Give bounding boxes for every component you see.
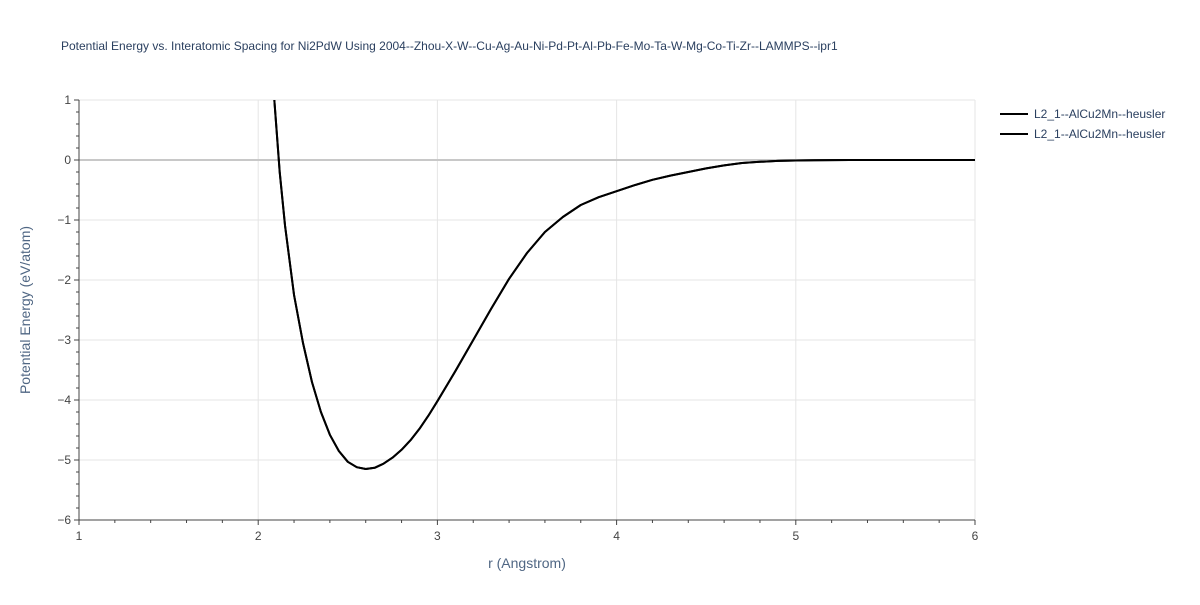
chart-title: Potential Energy vs. Interatomic Spacing… [61, 39, 838, 53]
legend[interactable]: L2_1--AlCu2Mn--heusler L2_1--AlCu2Mn--heu… [1000, 107, 1165, 141]
axes: 1 2 3 4 5 6 1 0 −1 −2 −3 −4 −5 −6 [57, 93, 978, 543]
y-tick-label: 1 [64, 93, 71, 107]
y-axis-label: Potential Energy (eV/atom) [17, 226, 33, 394]
y-tick-label: 0 [64, 153, 71, 167]
legend-item[interactable]: L2_1--AlCu2Mn--heusler [1000, 127, 1165, 141]
x-tick-label: 4 [613, 529, 620, 543]
series-line-1 [273, 100, 975, 470]
x-tick-label: 3 [434, 529, 441, 543]
series-layer [273, 100, 975, 470]
legend-label: L2_1--AlCu2Mn--heusler [1034, 127, 1165, 141]
x-tick-label: 5 [792, 529, 799, 543]
y-tick-label: −5 [57, 453, 71, 467]
y-tick-label: −3 [57, 333, 71, 347]
legend-item[interactable]: L2_1--AlCu2Mn--heusler [1000, 107, 1165, 121]
series-line-2 [273, 100, 975, 470]
grid [79, 99, 976, 520]
y-tick-label: −4 [57, 393, 71, 407]
x-tick-label: 2 [255, 529, 262, 543]
y-tick-label: −1 [57, 213, 71, 227]
y-tick-label: −6 [57, 513, 71, 527]
x-tick-label: 6 [972, 529, 979, 543]
y-tick-label: −2 [57, 273, 71, 287]
x-axis-label: r (Angstrom) [488, 555, 566, 571]
legend-label: L2_1--AlCu2Mn--heusler [1034, 107, 1165, 121]
x-tick-label: 1 [76, 529, 83, 543]
